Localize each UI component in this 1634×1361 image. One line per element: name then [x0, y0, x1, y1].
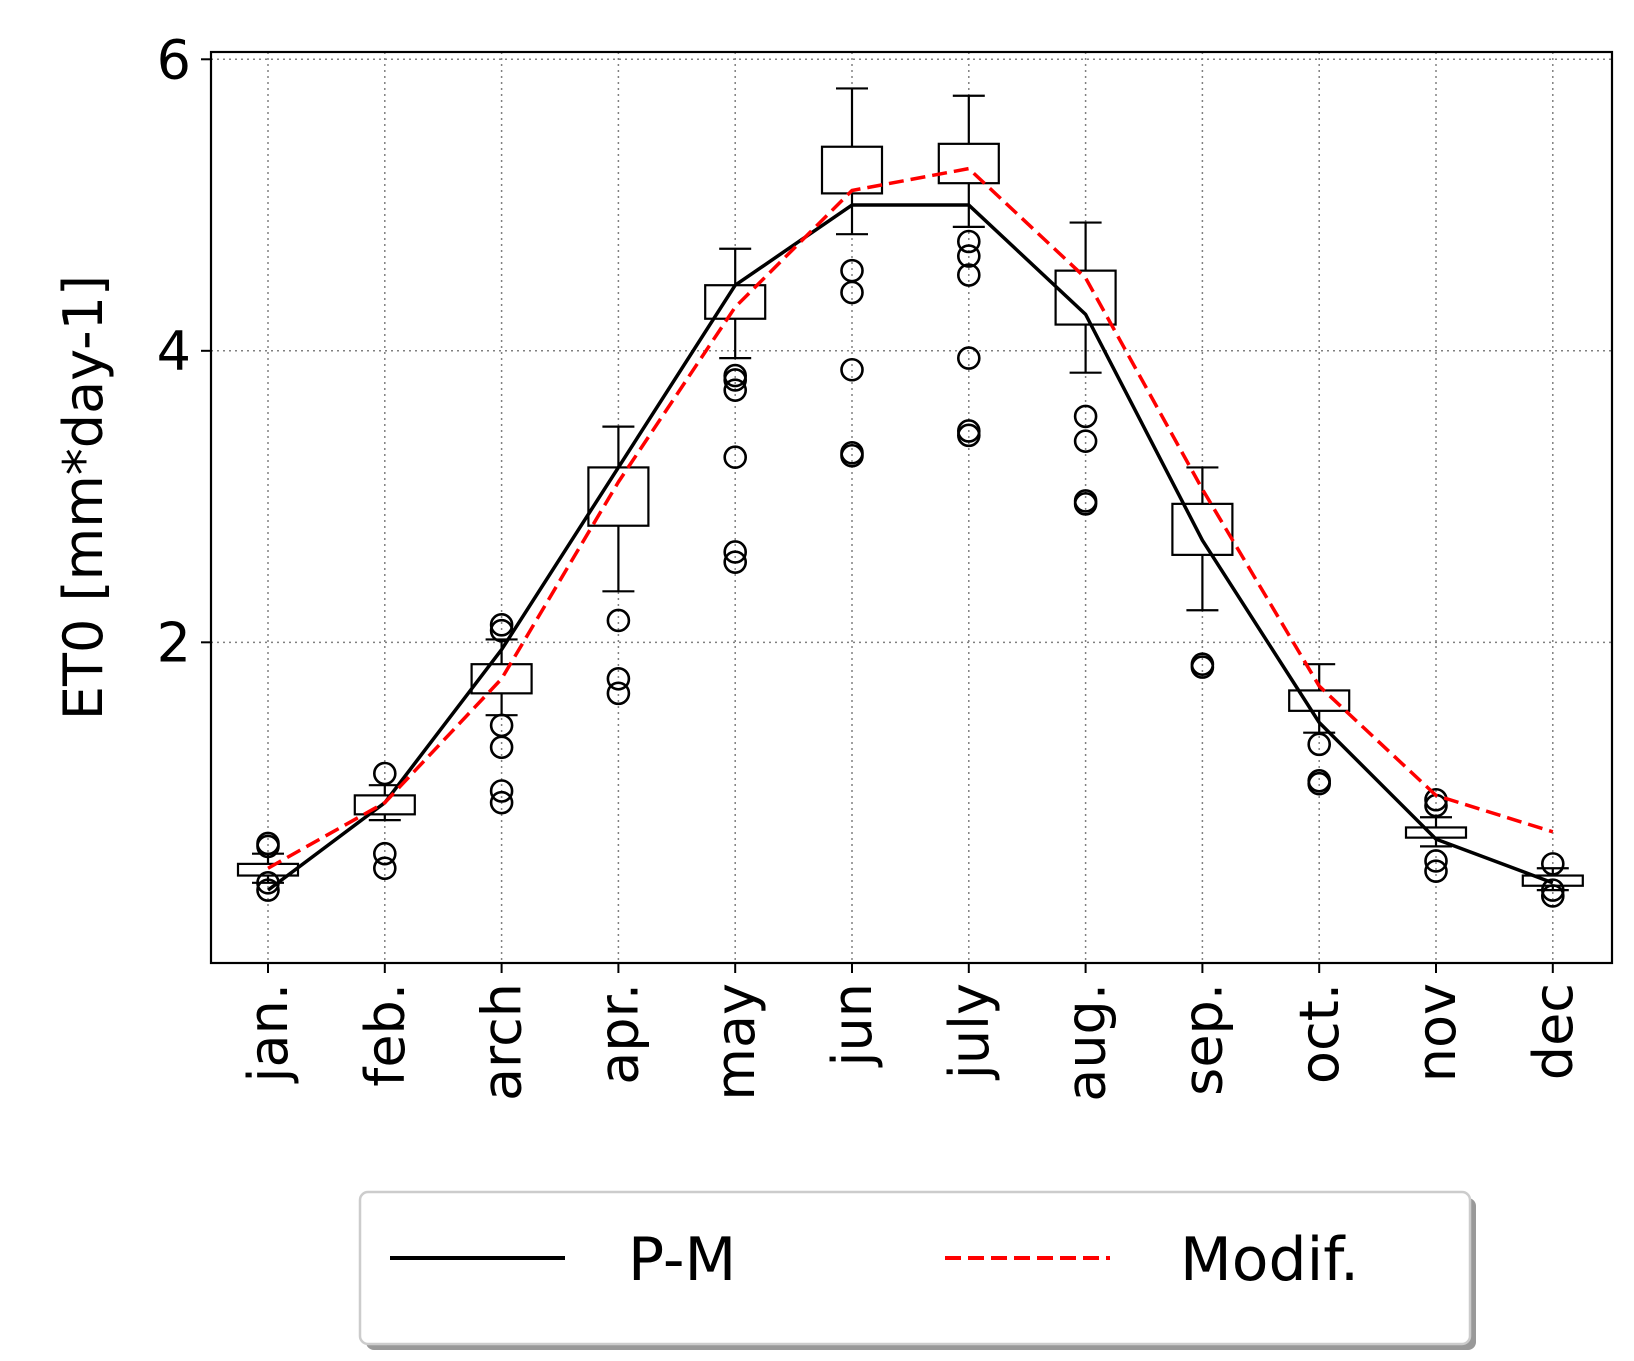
- x-tick-label: may: [704, 983, 767, 1101]
- outlier-point: [256, 878, 280, 902]
- series-line-modif: [267, 166, 1554, 870]
- x-tick-label: jan.: [237, 983, 300, 1083]
- outlier-point: [840, 441, 864, 465]
- outlier-point: [723, 378, 748, 402]
- box: [1288, 689, 1351, 712]
- outlier-point: [1541, 878, 1565, 902]
- x-tick-label: feb.: [354, 983, 417, 1087]
- outlier-point: [956, 263, 981, 287]
- boxplot-jan.: [236, 831, 300, 902]
- outlier-point: [1541, 884, 1565, 908]
- x-tick-label: arch: [471, 983, 534, 1101]
- outlier-point: [1190, 652, 1215, 676]
- outlier-point: [1073, 404, 1098, 429]
- y-tick-label: 4: [157, 320, 191, 383]
- outlier-point: [723, 445, 748, 470]
- box: [470, 663, 533, 695]
- series-lines: [266, 166, 1554, 892]
- legend-modif-label: Modif.: [1180, 1225, 1359, 1295]
- outlier-point: [606, 608, 631, 633]
- boxplot-arch: [470, 613, 533, 815]
- box: [353, 794, 416, 816]
- y-tick-label: 2: [157, 611, 191, 674]
- outlier-point: [1307, 732, 1331, 757]
- x-tick-label: jun: [821, 983, 884, 1067]
- legend-box: [358, 1190, 1472, 1346]
- outlier-point: [723, 363, 748, 388]
- outlier-point: [956, 419, 981, 443]
- outlier-point: [1424, 849, 1448, 873]
- x-tick-label: dec: [1522, 983, 1585, 1080]
- outlier-point: [489, 779, 514, 803]
- outlier-point: [956, 244, 981, 268]
- x-tick-label: july: [938, 983, 1001, 1080]
- outlier-point: [372, 856, 397, 881]
- outlier-point: [723, 540, 748, 564]
- boxplot-dec: [1521, 852, 1584, 908]
- legend: P-M Modif.: [358, 1190, 1476, 1350]
- outlier-point: [1541, 852, 1565, 876]
- outlier-point: [606, 666, 631, 691]
- outlier-point: [372, 841, 397, 866]
- outlier-point: [1424, 859, 1448, 883]
- outlier-point: [372, 761, 397, 786]
- y-axis-label: ET0 [mm*day-1]: [52, 275, 115, 720]
- outlier-point: [606, 681, 631, 706]
- box: [704, 284, 767, 320]
- boxplot-sep.: [1171, 466, 1234, 679]
- x-tick-label: nov: [1405, 983, 1468, 1082]
- outlier-point: [489, 713, 514, 738]
- outlier-point: [840, 258, 864, 283]
- outlier-point: [489, 613, 514, 637]
- outlier-point: [956, 229, 981, 254]
- y-axis: 2 4 6: [157, 28, 211, 674]
- outlier-point: [1073, 429, 1098, 453]
- outlier-point: [840, 357, 864, 382]
- outlier-point: [1073, 489, 1098, 513]
- outlier-point: [956, 346, 981, 370]
- plot-area-frame: [209, 50, 1614, 965]
- boxplot-july: [937, 94, 1000, 448]
- x-tick-label: apr.: [587, 983, 650, 1085]
- series-line-p-m: [266, 203, 1554, 892]
- outlier-point: [723, 550, 748, 574]
- outlier-point: [1307, 768, 1331, 793]
- boxplot-oct.: [1288, 663, 1351, 796]
- x-tick-label: sep.: [1171, 983, 1234, 1096]
- box: [1171, 502, 1234, 556]
- x-axis: jan. feb. arch apr. may jun july aug. sep. oct. no…: [237, 963, 1585, 1102]
- boxplot-may: [704, 247, 767, 574]
- outlier-point: [256, 831, 280, 856]
- box: [1404, 826, 1468, 839]
- box: [937, 142, 1000, 185]
- outlier-point: [489, 790, 514, 815]
- x-tick-label: aug.: [1055, 983, 1118, 1102]
- y-tick-label: 6: [157, 28, 191, 91]
- x-tick-label: oct.: [1288, 983, 1351, 1084]
- legend-pm-label: P-M: [628, 1225, 736, 1295]
